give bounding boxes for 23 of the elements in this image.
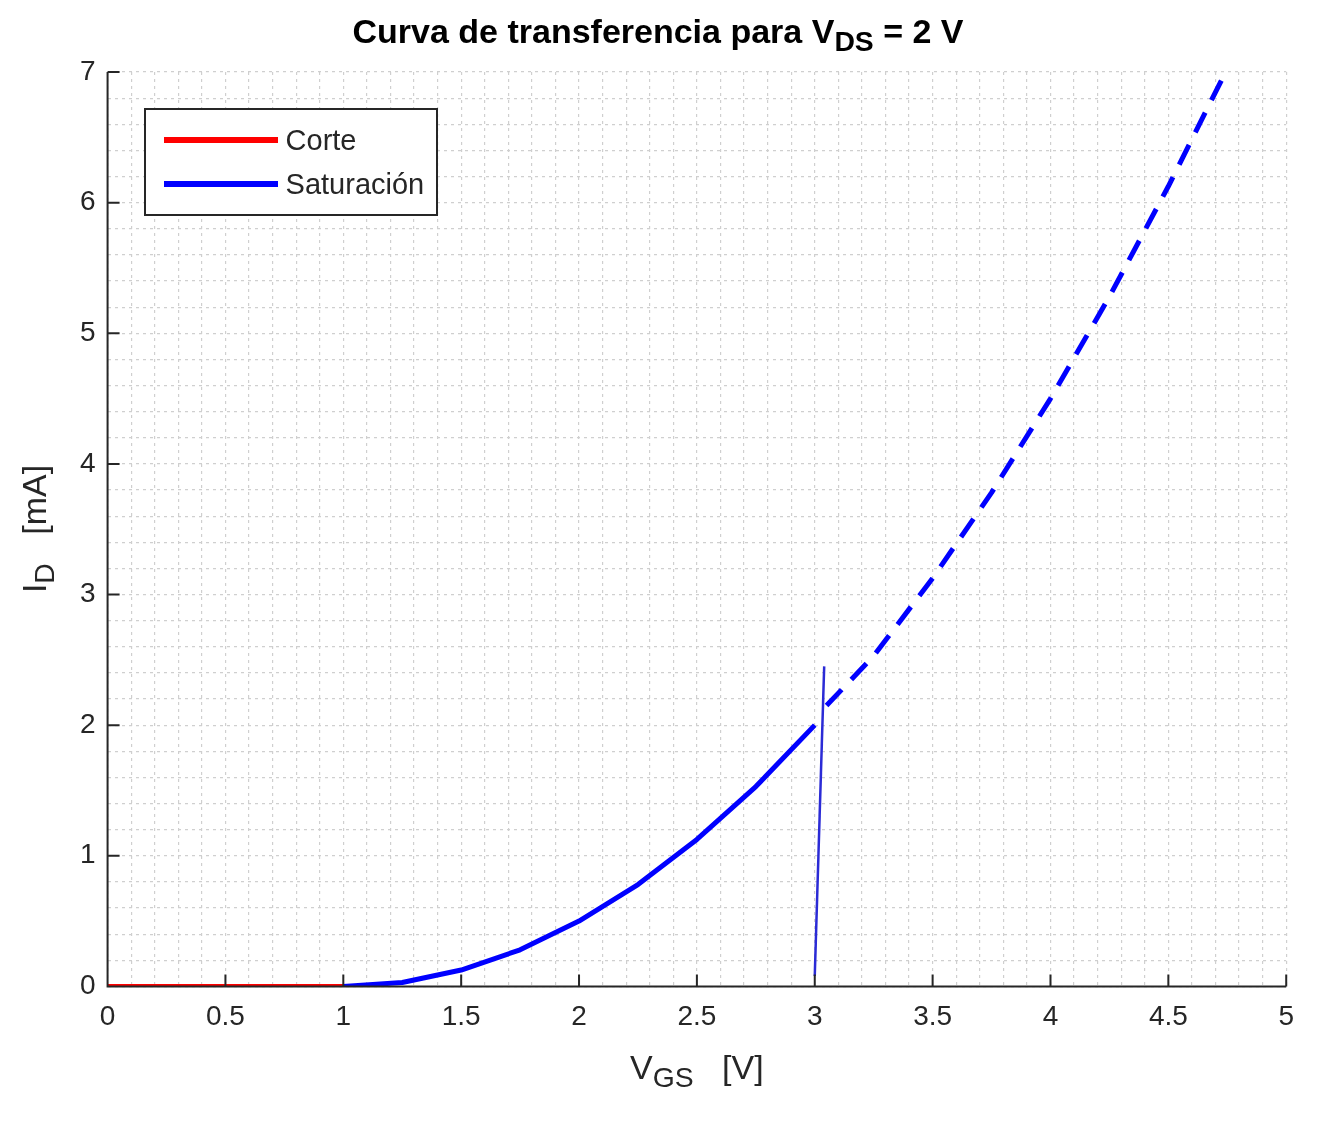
y-tick-label: 6 — [79, 185, 96, 217]
y-tick-label: 1 — [79, 838, 96, 870]
x-tick-label: 2.5 — [677, 999, 717, 1031]
x-tick-label: 4.5 — [1148, 999, 1188, 1031]
y-tick-label: 0 — [79, 969, 96, 1001]
legend-label: Corte — [285, 123, 357, 157]
x-tick-label: 5 — [1278, 999, 1294, 1031]
x-tick-label: 0.5 — [205, 999, 245, 1031]
y-tick-label: 5 — [79, 315, 96, 347]
legend-label: Saturación — [285, 167, 425, 201]
y-tick-label: 4 — [79, 446, 96, 478]
x-tick-label: 3 — [806, 999, 823, 1031]
y-tick-label: 2 — [79, 707, 96, 739]
y-tick-label: 7 — [79, 54, 96, 86]
x-tick-label: 4 — [1042, 999, 1059, 1031]
x-tick-label: 0 — [99, 999, 116, 1031]
x-axis-title: V$_{GS}$ [V] — [629, 1048, 765, 1095]
x-tick-label: 3.5 — [913, 999, 953, 1031]
x-tick-label: 1 — [335, 999, 352, 1031]
x-tick-label: 2 — [571, 999, 587, 1031]
y-tick-label: 3 — [79, 577, 96, 609]
x-tick-label: 1.5 — [441, 999, 481, 1031]
chart-title: Curva de transferencia para V$_{DS}$ = 2 V — [352, 12, 964, 57]
